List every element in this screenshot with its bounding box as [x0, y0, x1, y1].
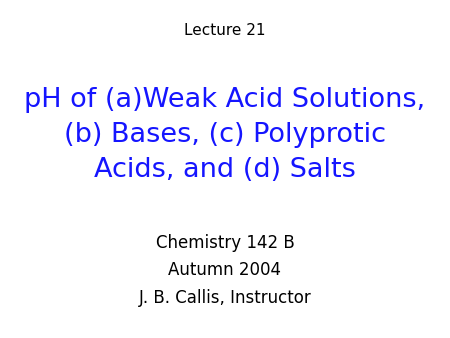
Text: pH of (a)Weak Acid Solutions,
(b) Bases, (c) Polyprotic
Acids, and (d) Salts: pH of (a)Weak Acid Solutions, (b) Bases,… [24, 87, 426, 183]
Text: Chemistry 142 B
Autumn 2004
J. B. Callis, Instructor: Chemistry 142 B Autumn 2004 J. B. Callis… [139, 234, 311, 307]
Text: Lecture 21: Lecture 21 [184, 23, 266, 38]
